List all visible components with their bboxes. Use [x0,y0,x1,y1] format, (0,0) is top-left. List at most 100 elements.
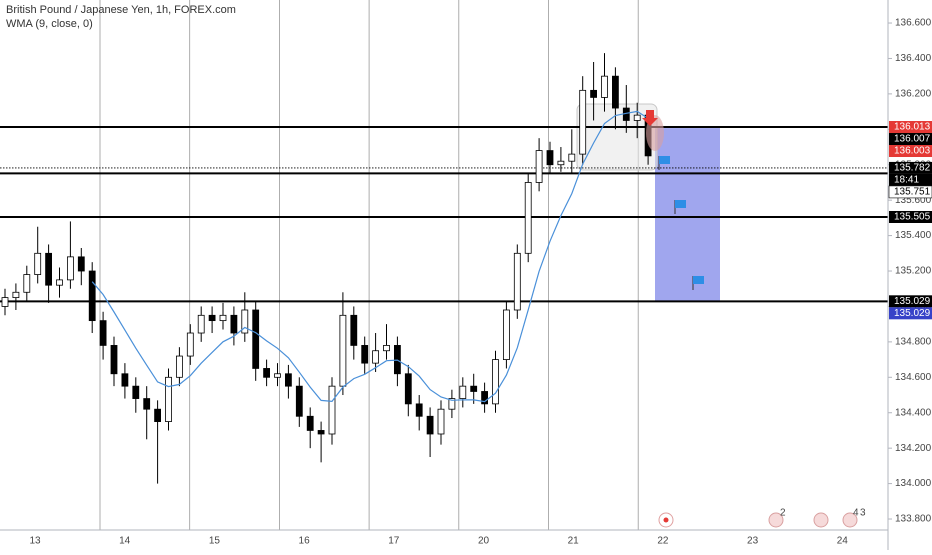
price-label: 135.029 [894,308,931,319]
candle-body [383,345,390,352]
y-tick-label: 136.200 [895,89,932,100]
indicator-legend: WMA (9, close, 0) [6,18,93,30]
target-zone [655,128,720,302]
candles [1,53,652,484]
price-label: 18:41 [894,175,919,186]
candle-body [295,385,303,417]
x-tick-label: 23 [747,536,759,547]
candle-body [197,314,205,334]
price-label-bg [889,133,932,146]
candle-body [502,309,510,360]
x-tick-label: 24 [837,536,849,547]
price-label-bg [889,161,932,174]
candle-body [165,376,172,422]
candle-body [448,398,456,410]
price-axis: 133.800 134.000 134.200 134.400 134.600 134.8… [29,18,932,547]
candle-body [470,385,478,392]
grid [99,0,639,530]
candle-body [350,314,358,346]
price-label-bg [889,121,932,134]
candle-body [404,373,412,405]
candle-body [143,398,151,410]
x-tick-label: 13 [29,536,41,547]
event-icon [663,517,669,523]
x-tick-label: 22 [657,536,669,547]
candle-body [426,415,434,435]
price-label-bg [888,185,932,199]
candle-body [612,75,619,109]
candle-body [546,150,554,166]
candle-body [590,89,597,98]
y-tick-label: 135.600 [895,195,932,206]
candle-body [110,345,118,375]
candle-body [524,182,532,254]
price-label: 136.003 [894,146,931,157]
candle-body [77,256,85,272]
candle-body [88,270,96,322]
y-tick-label: 134.600 [895,372,932,383]
price-label-bg [889,307,932,320]
candle-body [186,332,194,357]
candle-body [45,252,52,286]
y-tick-label: 133.800 [895,514,932,525]
x-tick-label: 15 [209,536,221,547]
candle-body [274,373,281,378]
candle-body [154,408,162,422]
y-tick-label: 134.400 [895,407,932,418]
candle-body [481,391,489,405]
candle-body [263,368,271,378]
candle-body [252,309,260,369]
candle-body [219,314,227,322]
candle-body [208,314,216,322]
candle-body [328,385,336,435]
badge-count: 3 [860,508,866,519]
x-tick-label: 14 [119,536,131,547]
drawings [642,110,704,290]
candle-body [67,256,74,281]
candle-body [535,150,543,183]
y-tick-label: 136.400 [895,53,932,64]
candle-body [317,430,325,435]
price-label: 135.505 [894,212,931,223]
candle-body [99,320,107,346]
event-badges: 2 4 3 [658,508,866,528]
event-icon [768,512,784,528]
event-icon [813,512,829,528]
candle-body [284,373,292,387]
flag [692,276,704,290]
y-tick-label: 134.200 [895,443,932,454]
candle-body [633,114,641,121]
price-label: 136.013 [894,122,931,133]
flag [674,200,686,214]
candle-body [361,345,369,364]
y-tick-label: 136.600 [895,18,932,29]
wma-line [91,110,649,403]
candle-body [132,385,140,399]
price-label: 135.029 [894,296,931,307]
candle-body [415,403,423,417]
position-box [655,128,720,302]
candle-body [459,385,467,399]
chart-title: British Pound / Japanese Yen, 1h, FOREX.… [6,4,236,16]
candle-body [121,373,129,387]
price-label-bg [889,295,932,308]
x-tick-label: 17 [388,536,400,547]
candle-body [306,415,314,431]
price-label-bg [889,173,932,186]
y-tick-label: 134.800 [895,337,932,348]
candle-body [12,291,20,298]
price-label: 135.751 [894,187,931,198]
badge-count: 2 [780,508,786,519]
candle-body [513,252,521,311]
candle-body [437,408,445,435]
candle-body [241,309,249,334]
price-label-bg [889,145,932,158]
candle-body [372,350,380,364]
candle-body [175,355,183,378]
y-tick-label: 134.000 [895,478,932,489]
candle-body [492,359,499,405]
candle-body [34,252,42,275]
y-tick-label: 135.400 [895,230,932,241]
